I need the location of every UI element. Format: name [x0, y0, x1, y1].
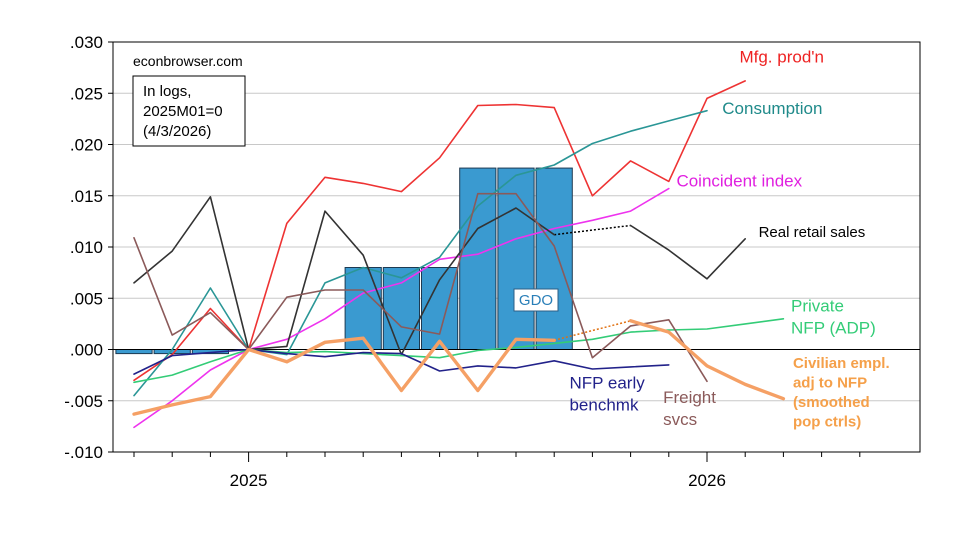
series-label-nfp-early-benchmk-line-0: NFP early: [569, 373, 645, 392]
y-tick-label-6: .020: [70, 136, 103, 155]
dotted-link-0: [554, 224, 631, 236]
note-line-3: (4/3/2026): [143, 123, 211, 140]
series-label-private-nfp-adp-line-0: Private: [791, 297, 844, 316]
note-line-1: In logs,: [143, 83, 191, 100]
y-tick-label-2: .000: [70, 341, 103, 360]
gdo-bar-2024-10: [115, 349, 153, 355]
series-label-freight-svcs-line-0: Freight: [663, 388, 716, 407]
x-tick-label-2026: 2026: [688, 471, 726, 490]
gdo-bar-2025-05: [382, 267, 420, 350]
series-label-consumption-line-0: Consumption: [722, 99, 822, 118]
gdo-label: GDO: [519, 292, 553, 309]
series-line-real-retail-sales: [133, 196, 746, 356]
series-labels: Mfg. prod'n Consumption Coincident index Re…: [569, 48, 889, 431]
y-tick-label-3: .005: [70, 289, 103, 308]
gdo-bar-2025-09: [535, 167, 573, 350]
series-line-civilian-empl-adj-to-nfp-smoothed-pop-ctrls: [132, 319, 786, 416]
series-label-mfg-prod-n-line-0: Mfg. prod'n: [739, 48, 824, 67]
gdo-label-box: [513, 288, 559, 312]
y-tick-label-0: -.010: [64, 443, 103, 462]
dotted-link-1: [554, 320, 631, 342]
series-line-consumption: [133, 109, 708, 397]
x-tick-label-2025: 2025: [230, 471, 268, 490]
series-label-civilian-empl-adj-to-nfp-smoothed-pop-ctrls-line-1: adj to NFP: [793, 374, 867, 391]
source-label: econbrowser.com: [133, 53, 243, 69]
y-tick-label-1: -.005: [64, 392, 103, 411]
y-tick-label-7: .025: [70, 84, 103, 103]
series-label-private-nfp-adp-line-1: NFP (ADP): [791, 319, 876, 338]
note-line-2: 2025M01=0: [143, 103, 223, 120]
axes: -.010 -.005 .000 .005 .010 .015 .020 .025 .030 20…: [64, 33, 861, 490]
series-line-coincident-index: [133, 187, 670, 429]
gdo-bar-2025-08: [497, 167, 535, 350]
series-lines: [132, 80, 786, 429]
series-label-nfp-early-benchmk-line-1: benchmk: [569, 396, 638, 415]
y-tick-label-4: .010: [70, 238, 103, 257]
series-label-civilian-empl-adj-to-nfp-smoothed-pop-ctrls-line-2: (smoothed: [793, 394, 870, 411]
series-label-civilian-empl-adj-to-nfp-smoothed-pop-ctrls-line-3: pop ctrls): [793, 413, 861, 430]
series-label-real-retail-sales-line-0: Real retail sales: [759, 224, 866, 241]
series-line-freight-svcs: [133, 192, 708, 383]
note-box: In logs, 2025M01=0 (4/3/2026): [132, 75, 246, 147]
series-line-nfp-early-benchmk: [133, 348, 670, 375]
y-tick-label-8: .030: [70, 33, 103, 52]
series-label-civilian-empl-adj-to-nfp-smoothed-pop-ctrls-line-0: Civilian empl.: [793, 355, 890, 372]
note-box-frame: [132, 75, 246, 147]
series-label-freight-svcs-line-1: svcs: [663, 410, 697, 429]
series-line-mfg-prod-n: [133, 80, 746, 382]
series-label-coincident-index-line-0: Coincident index: [676, 172, 802, 191]
y-tick-label-5: .015: [70, 187, 103, 206]
